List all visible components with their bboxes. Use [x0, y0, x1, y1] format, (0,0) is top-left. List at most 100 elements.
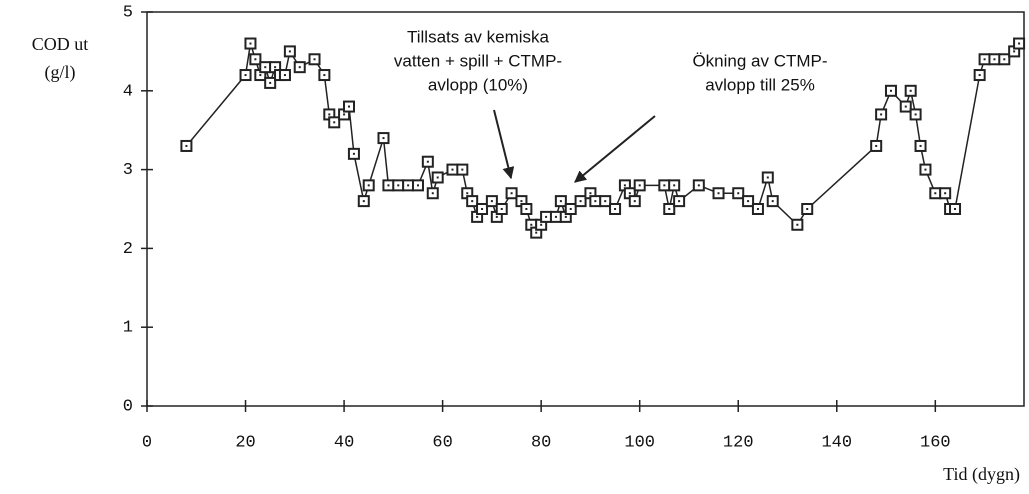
- data-point-dot: [313, 58, 316, 61]
- data-point-dot: [559, 200, 562, 203]
- y-tick-label: 0: [123, 397, 133, 416]
- data-point-dot: [954, 208, 957, 210]
- arrow: [574, 115, 656, 183]
- annotation: avlopp (10%): [428, 75, 528, 94]
- annotation: avlopp till 25%: [705, 75, 815, 94]
- data-point-dot: [919, 144, 922, 147]
- data-point-dot: [880, 113, 883, 116]
- data-point-dot: [397, 184, 400, 187]
- data-point-dot: [520, 200, 523, 203]
- data-point-dot: [623, 184, 626, 187]
- x-tick-label: 100: [624, 433, 655, 452]
- data-point-dot: [416, 184, 419, 187]
- data-point-dot: [249, 42, 252, 45]
- data-point-dot: [554, 215, 557, 218]
- data-point-dot: [889, 89, 892, 92]
- data-point-dot: [382, 137, 385, 140]
- data-point-dot: [525, 208, 528, 210]
- data-point-dot: [545, 215, 548, 218]
- y-tick-label: 2: [123, 240, 133, 259]
- data-point-dot: [269, 81, 272, 84]
- x-tick-label: 140: [821, 433, 852, 452]
- data-point-dot: [343, 113, 346, 116]
- data-point-dot: [1003, 58, 1006, 61]
- data-point-dot: [904, 105, 907, 108]
- data-point-dot: [633, 200, 636, 203]
- data-point-dot: [407, 184, 410, 187]
- data-point-dot: [663, 184, 666, 187]
- data-point-dot: [283, 74, 286, 77]
- data-point-dot: [564, 215, 567, 218]
- data-point-dot: [766, 176, 769, 179]
- y-tick-label: 4: [123, 82, 133, 101]
- plot-frame: [146, 11, 1025, 407]
- x-tick-label: 80: [531, 433, 551, 452]
- data-point-dot: [362, 200, 365, 203]
- data-point-dot: [254, 58, 257, 61]
- data-point-dot: [934, 192, 937, 195]
- data-point-dot: [510, 192, 513, 195]
- data-point-dot: [530, 223, 533, 226]
- data-point-dot: [628, 192, 631, 195]
- data-point-dot: [490, 200, 493, 203]
- data-point-dot: [264, 66, 267, 69]
- data-point-dot: [466, 192, 469, 195]
- data-point-dot: [594, 200, 597, 203]
- data-point-dot: [367, 184, 370, 187]
- data-point-dot: [328, 113, 331, 116]
- annotation: Ökning av CTMP-: [692, 51, 827, 70]
- data-point-dot: [678, 200, 681, 203]
- data-point-dot: [756, 208, 759, 210]
- x-tick-label: 60: [432, 433, 452, 452]
- y-tick-label: 1: [123, 319, 133, 338]
- data-point-dot: [796, 223, 799, 226]
- data-point-dot: [476, 215, 479, 218]
- data-point-dot: [451, 168, 454, 171]
- x-tick-label: 120: [723, 433, 754, 452]
- x-tick-label: 20: [235, 433, 255, 452]
- data-point-dot: [431, 192, 434, 195]
- x-tick-label: 40: [334, 433, 354, 452]
- data-point-dot: [717, 192, 720, 195]
- data-point-dot: [471, 200, 474, 203]
- data-point-dot: [747, 200, 750, 203]
- data-point-dot: [604, 200, 607, 203]
- annotation: vatten + spill + CTMP-: [394, 51, 562, 70]
- data-point-dot: [426, 160, 429, 163]
- y-axis-label: COD ut: [32, 34, 89, 54]
- data-point-dot: [914, 113, 917, 116]
- data-point-dot: [436, 176, 439, 179]
- data-point-dot: [569, 208, 572, 210]
- y-axis-label: (g/l): [45, 62, 76, 83]
- x-tick-label: 160: [920, 433, 951, 452]
- data-point-dot: [288, 50, 291, 53]
- data-point-dot: [481, 208, 484, 210]
- annotation: Tillsats av kemiska: [407, 27, 550, 46]
- data-point-dot: [1018, 42, 1021, 45]
- data-point-dot: [348, 105, 351, 108]
- data-point-dot: [323, 74, 326, 77]
- data-point-dot: [697, 184, 700, 187]
- data-point-dot: [540, 223, 543, 226]
- data-point-dot: [185, 144, 188, 147]
- data-point-dot: [535, 231, 538, 234]
- data-point-dot: [244, 74, 247, 77]
- data-point-dot: [993, 58, 996, 61]
- data-point-dot: [978, 74, 981, 77]
- data-point-dot: [673, 184, 676, 187]
- arrow: [493, 109, 515, 180]
- y-tick-label: 5: [123, 3, 133, 22]
- data-point-dot: [495, 215, 498, 218]
- data-point-dot: [806, 208, 809, 210]
- data-point-dot: [737, 192, 740, 195]
- data-point-dot: [259, 74, 262, 77]
- data-point-dot: [387, 184, 390, 187]
- data-point-dot: [924, 168, 927, 171]
- x-tick-label: 0: [142, 433, 152, 452]
- data-point-dot: [352, 152, 355, 155]
- data-point-dot: [274, 66, 277, 69]
- data-point-dot: [771, 200, 774, 203]
- data-point-dot: [875, 144, 878, 147]
- data-point-dot: [333, 121, 336, 124]
